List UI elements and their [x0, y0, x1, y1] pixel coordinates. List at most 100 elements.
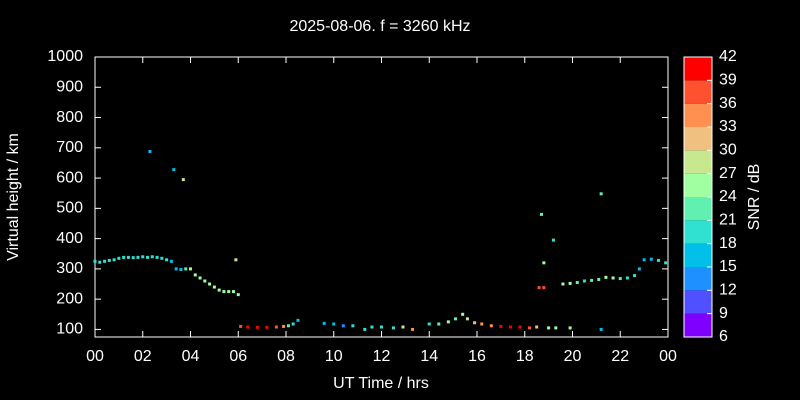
- data-point: [231, 290, 235, 294]
- chart-title: 2025-08-06. f = 3260 kHz: [289, 18, 470, 35]
- colorbar-band: [684, 197, 712, 221]
- data-point: [528, 326, 532, 330]
- data-point: [637, 267, 641, 271]
- data-point: [575, 281, 579, 285]
- data-point: [542, 286, 546, 290]
- data-point: [146, 255, 150, 259]
- colorbar-band: [684, 173, 712, 197]
- data-point: [480, 322, 484, 326]
- data-point: [172, 168, 176, 172]
- data-point: [446, 320, 450, 324]
- data-point: [155, 255, 159, 259]
- data-point: [131, 256, 135, 260]
- data-point: [126, 255, 130, 259]
- data-point: [656, 258, 660, 262]
- data-point: [411, 327, 415, 331]
- colorbar-band: [684, 150, 712, 174]
- data-point: [633, 274, 637, 278]
- data-point: [181, 178, 185, 182]
- data-point: [508, 325, 512, 329]
- data-point: [93, 259, 97, 263]
- y-tick-label: 900: [56, 78, 83, 95]
- data-point: [535, 325, 539, 329]
- colorbar-tick-label: 18: [719, 235, 737, 252]
- data-point: [604, 275, 608, 279]
- colorbar-band: [684, 127, 712, 151]
- data-point: [103, 259, 107, 263]
- colorbar-band: [684, 313, 712, 337]
- data-point: [537, 286, 541, 290]
- x-tick-label: 00: [86, 348, 104, 365]
- data-point: [551, 238, 555, 242]
- colorbar-tick-label: 42: [719, 48, 737, 65]
- data-point: [291, 322, 295, 326]
- data-point: [599, 327, 603, 331]
- data-point: [473, 321, 477, 325]
- x-tick-label: 04: [182, 348, 200, 365]
- data-point: [518, 325, 522, 329]
- y-tick-label: 400: [56, 230, 83, 247]
- data-point: [380, 325, 383, 329]
- y-tick-label: 500: [56, 200, 83, 217]
- colorbar-tick-label: 30: [719, 142, 737, 159]
- data-point: [611, 276, 615, 280]
- data-point: [169, 259, 173, 263]
- x-tick-label: 10: [325, 348, 343, 365]
- data-point: [499, 324, 503, 328]
- data-point: [568, 326, 572, 330]
- data-point: [286, 324, 290, 328]
- x-tick-label: 20: [564, 348, 582, 365]
- colorbar-tick-label: 36: [719, 95, 737, 112]
- x-tick-label: 08: [277, 348, 295, 365]
- colorbar-tick-label: 12: [719, 282, 737, 299]
- data-point: [625, 276, 629, 280]
- data-point: [193, 273, 197, 277]
- data-point: [208, 282, 212, 286]
- data-point: [341, 324, 345, 328]
- data-point: [150, 255, 154, 259]
- data-point: [370, 325, 374, 329]
- x-tick-label: 06: [229, 348, 247, 365]
- colorbar-tick-label: 21: [719, 212, 737, 229]
- data-point: [427, 322, 431, 326]
- y-tick-label: 800: [56, 109, 83, 126]
- data-point: [461, 312, 465, 316]
- data-point: [217, 288, 221, 292]
- data-point: [136, 255, 140, 259]
- data-point: [198, 276, 202, 280]
- data-point: [590, 278, 594, 282]
- data-point: [465, 317, 469, 321]
- data-point: [539, 212, 543, 216]
- data-point: [391, 326, 395, 330]
- colorbar-tick-label: 9: [719, 305, 728, 322]
- data-point: [454, 317, 458, 321]
- colorbar-tick-label: 24: [719, 188, 737, 205]
- x-tick-label: 12: [373, 348, 391, 365]
- colorbar-band: [684, 103, 712, 127]
- data-point: [547, 326, 551, 330]
- x-axis-label: UT Time / hrs: [333, 375, 429, 392]
- data-point: [107, 258, 111, 262]
- data-point: [649, 257, 653, 261]
- data-point: [351, 324, 355, 328]
- data-point: [568, 281, 572, 285]
- data-point: [189, 267, 192, 271]
- data-point: [160, 256, 164, 260]
- colorbar-label: SNR / dB: [746, 164, 763, 231]
- data-point: [332, 322, 336, 326]
- data-point: [582, 279, 586, 283]
- colorbar-tick-label: 39: [719, 72, 737, 89]
- data-point: [322, 321, 326, 325]
- data-point: [165, 258, 169, 262]
- colorbar-tick-label: 15: [719, 258, 737, 275]
- x-tick-label: 16: [468, 348, 486, 365]
- data-point: [222, 290, 226, 294]
- colorbar-band: [684, 220, 712, 244]
- data-point: [296, 318, 300, 322]
- data-point: [599, 192, 603, 196]
- y-tick-label: 700: [56, 139, 83, 156]
- colorbar-band: [684, 243, 712, 267]
- x-tick-label: 00: [659, 348, 677, 365]
- x-tick-label: 22: [611, 348, 629, 365]
- y-axis-label: Virtual height / km: [5, 133, 22, 261]
